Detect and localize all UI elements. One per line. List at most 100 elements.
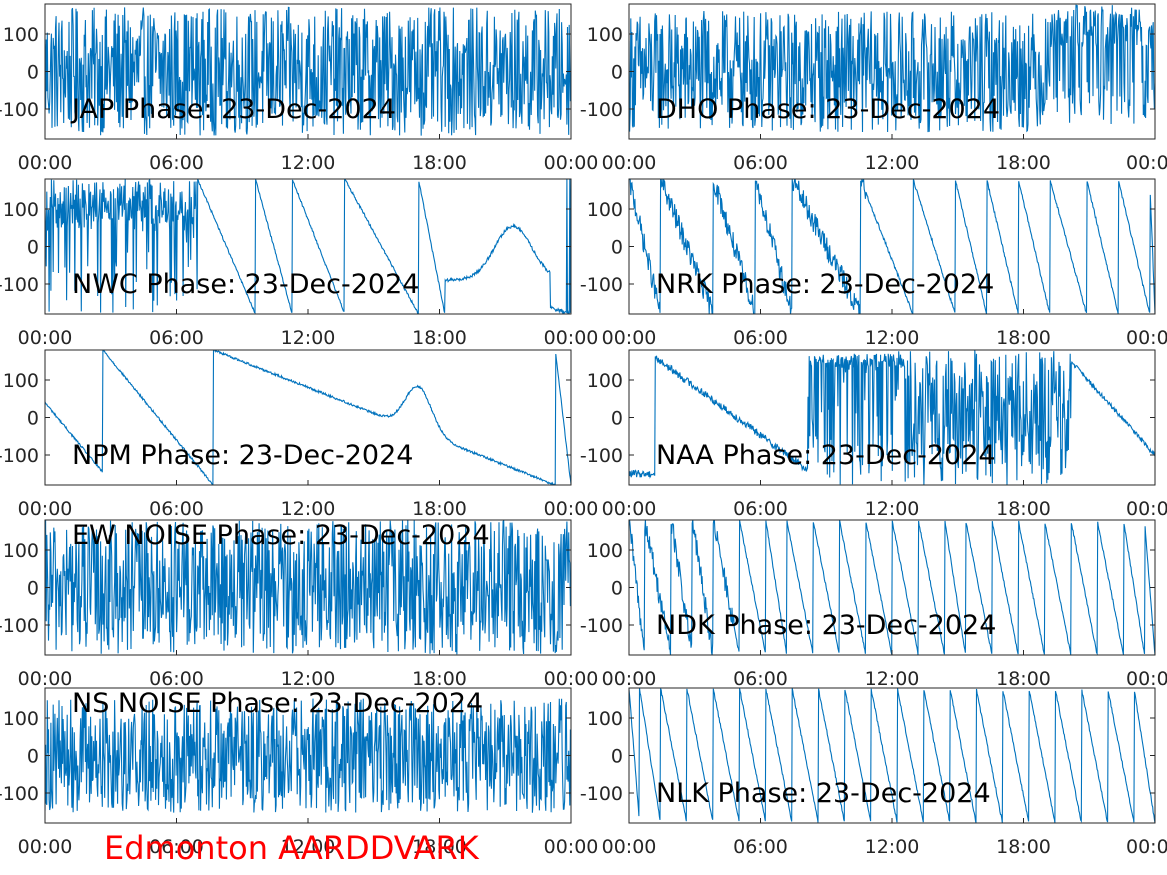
station-footer-label: Edmonton AARDDVARK [104, 829, 479, 867]
phase-series-line [629, 179, 1155, 314]
y-tick-label: 100 [3, 540, 39, 562]
phase-series-line [45, 698, 571, 813]
x-tick-label: 00:0 [1126, 836, 1167, 858]
phase-series-line [45, 179, 571, 314]
y-tick-label: 0 [27, 408, 39, 430]
chart-panel: 100 0 -100 00:00 06:00 12:00 18:00 00:0 NRK Phas… [580, 178, 1167, 349]
phase-series-line [629, 4, 1155, 133]
y-tick-label: 0 [27, 578, 39, 600]
panel-title: NRK Phase: 23-Dec-2024 [656, 269, 994, 300]
phase-series-line [629, 688, 1155, 823]
x-tick-label: 06:00 [733, 152, 788, 174]
x-tick-label: 00:0 [1126, 152, 1167, 174]
x-tick-label: 12:00 [865, 152, 920, 174]
x-tick-label: 00:00 [602, 152, 657, 174]
y-tick-label: 0 [611, 408, 623, 430]
x-tick-label: 06:00 [733, 327, 788, 349]
y-tick-label: 100 [3, 24, 39, 46]
panel-title: NLK Phase: 23-Dec-2024 [656, 778, 991, 809]
chart-panel: 100 0 -100 00:00 06:00 12:00 18:00 00:00 NPM Pha… [0, 349, 599, 520]
x-tick-label: 00:0 [1126, 498, 1167, 520]
panel-title: NAA Phase: 23-Dec-2024 [656, 440, 996, 471]
x-tick-label: 18:00 [996, 668, 1051, 690]
x-tick-label: 00:00 [544, 327, 599, 349]
phase-series-line [45, 350, 571, 485]
y-tick-label: 0 [611, 746, 623, 768]
x-tick-label: 06:00 [733, 668, 788, 690]
panel-title: EW NOISE Phase: 23-Dec-2024 [72, 520, 490, 551]
x-tick-label: 06:00 [149, 668, 204, 690]
y-tick-label: -100 [0, 783, 39, 805]
x-tick-label: 18:00 [996, 152, 1051, 174]
panel-title: NPM Phase: 23-Dec-2024 [72, 440, 413, 471]
x-tick-label: 12:00 [281, 836, 336, 858]
x-tick-label: 00:00 [602, 498, 657, 520]
x-tick-label: 12:00 [865, 836, 920, 858]
chart-panel: 100 0 -100 00:00 06:00 12:00 18:00 00:0 NLK Phas… [580, 687, 1167, 858]
y-tick-label: 100 [587, 24, 623, 46]
y-tick-label: -100 [580, 445, 623, 467]
chart-panel: 100 0 -100 00:00 06:00 12:00 18:00 00:0 NDK Phas… [580, 519, 1167, 690]
y-tick-label: 0 [27, 746, 39, 768]
x-tick-label: 18:00 [996, 327, 1051, 349]
x-tick-label: 12:00 [281, 152, 336, 174]
x-tick-label: 00:00 [602, 836, 657, 858]
x-tick-label: 12:00 [281, 327, 336, 349]
y-tick-label: -100 [580, 274, 623, 296]
y-tick-label: -100 [580, 99, 623, 121]
x-tick-label: 00:0 [1126, 668, 1167, 690]
x-tick-label: 00:00 [18, 498, 73, 520]
x-tick-label: 00:00 [18, 668, 73, 690]
y-tick-label: 100 [3, 708, 39, 730]
x-tick-label: 18:00 [412, 152, 467, 174]
x-tick-label: 00:00 [602, 668, 657, 690]
panel-title: NWC Phase: 23-Dec-2024 [72, 269, 419, 300]
x-tick-label: 06:00 [733, 836, 788, 858]
y-tick-label: -100 [580, 615, 623, 637]
x-tick-label: 18:00 [412, 668, 467, 690]
panel-title: NDK Phase: 23-Dec-2024 [656, 610, 996, 641]
y-tick-label: -100 [0, 615, 39, 637]
y-tick-label: 0 [27, 237, 39, 259]
x-tick-label: 00:00 [18, 836, 73, 858]
x-tick-label: 06:00 [733, 498, 788, 520]
x-tick-label: 18:00 [996, 498, 1051, 520]
y-tick-label: 100 [587, 540, 623, 562]
x-tick-label: 12:00 [865, 327, 920, 349]
y-tick-label: -100 [0, 99, 39, 121]
y-tick-label: 100 [587, 370, 623, 392]
x-tick-label: 18:00 [412, 498, 467, 520]
chart-panel: 100 0 -100 00:00 06:00 12:00 18:00 00:00 JAP Pha… [0, 3, 598, 174]
y-tick-label: 0 [611, 578, 623, 600]
y-tick-label: 100 [587, 199, 623, 221]
x-tick-label: 00:0 [1126, 327, 1167, 349]
x-tick-label: 00:00 [18, 152, 73, 174]
x-tick-label: 12:00 [865, 498, 920, 520]
chart-panel: 100 0 -100 00:00 06:00 12:00 18:00 00:00 NWC Pha… [0, 178, 599, 349]
x-tick-label: 12:00 [281, 668, 336, 690]
phase-series-line [45, 520, 571, 655]
y-tick-label: 100 [3, 199, 39, 221]
y-tick-label: 100 [3, 370, 39, 392]
y-tick-label: -100 [0, 274, 39, 296]
x-tick-label: 00:00 [544, 668, 599, 690]
panel-title: DHO Phase: 23-Dec-2024 [656, 94, 1000, 125]
x-tick-label: 00:00 [544, 836, 599, 858]
x-tick-label: 12:00 [281, 498, 336, 520]
y-tick-label: 0 [611, 62, 623, 84]
chart-panel: 100 0 -100 00:00 06:00 12:00 18:00 00:0 NAA Phas… [580, 349, 1167, 520]
panel-title: NS NOISE Phase: 23-Dec-2024 [72, 688, 483, 719]
chart-panel: 100 0 -100 00:00 06:00 12:00 18:00 00:00 EW NOIS… [0, 519, 599, 690]
x-tick-label: 18:00 [996, 836, 1051, 858]
panel-title: JAP Phase: 23-Dec-2024 [70, 94, 396, 125]
x-tick-label: 06:00 [149, 327, 204, 349]
x-tick-label: 00:00 [544, 498, 599, 520]
y-tick-label: -100 [580, 783, 623, 805]
chart-panel: 100 0 -100 00:00 06:00 12:00 18:00 00:0 DHO Phas… [580, 3, 1167, 174]
x-tick-label: 06:00 [149, 836, 204, 858]
y-tick-label: 0 [27, 62, 39, 84]
chart-panel: 100 0 -100 00:00 06:00 12:00 18:00 00:00 NS NOIS… [0, 687, 599, 858]
x-tick-label: 18:00 [412, 836, 467, 858]
x-tick-label: 12:00 [865, 668, 920, 690]
